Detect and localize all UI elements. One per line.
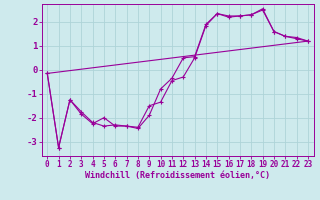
X-axis label: Windchill (Refroidissement éolien,°C): Windchill (Refroidissement éolien,°C) (85, 171, 270, 180)
